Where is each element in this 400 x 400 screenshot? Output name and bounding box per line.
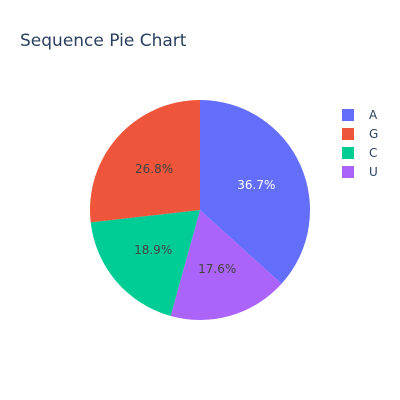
chart-title: Sequence Pie Chart	[20, 31, 187, 51]
legend-item-g[interactable]: G	[338, 124, 378, 143]
legend[interactable]: A G C U	[338, 105, 378, 181]
pie-slice-g[interactable]	[89, 100, 200, 223]
pie-slice-u[interactable]	[170, 210, 282, 321]
pie-label-c: 18.9%	[134, 243, 172, 257]
legend-swatch	[342, 108, 354, 121]
legend-label: G	[369, 126, 379, 141]
legend-label: C	[369, 145, 378, 160]
legend-item-a[interactable]: A	[338, 105, 378, 124]
pie-slice-c[interactable]	[90, 210, 200, 317]
legend-swatch	[342, 146, 354, 159]
pie-label-a: 36.7%	[237, 178, 275, 192]
legend-swatch	[342, 165, 354, 178]
pie-slices	[89, 100, 311, 321]
legend-item-c[interactable]: C	[338, 143, 378, 162]
pie-label-u: 17.6%	[198, 262, 236, 276]
legend-swatch	[342, 127, 354, 140]
pie-label-g: 26.8%	[135, 162, 173, 176]
legend-label: A	[369, 107, 378, 122]
legend-item-u[interactable]: U	[338, 162, 378, 181]
pie-slice-a[interactable]	[200, 100, 311, 284]
legend-label: U	[369, 164, 378, 179]
pie-labels: 36.7% 17.6% 18.9% 26.8%	[134, 162, 275, 276]
